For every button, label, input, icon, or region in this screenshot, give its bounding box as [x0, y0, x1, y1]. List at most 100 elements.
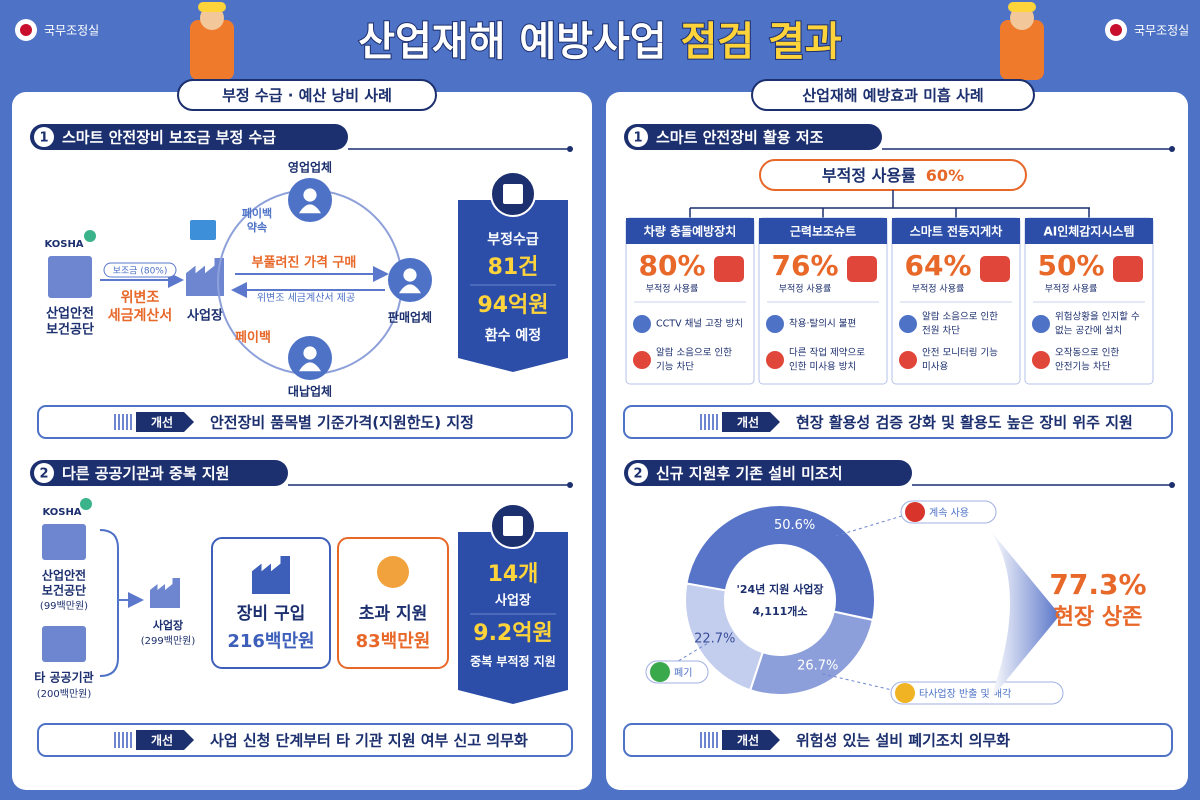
improve-text: 사업 신청 단계부터 타 기관 지원 여부 신고 의무화 — [210, 732, 528, 750]
equipment-icon — [190, 220, 216, 240]
building-icon — [42, 626, 86, 662]
section-header — [30, 124, 348, 150]
section-title: 스마트 안전장비 보조금 부정 수급 — [62, 129, 276, 147]
kosha-logo: KOSHA — [44, 239, 83, 250]
card-header — [626, 218, 754, 244]
reason-text: 알람 소음으로 인한 — [656, 347, 732, 359]
card-rate-label: 부적정 사용률 — [779, 283, 832, 295]
section-title: 신규 지원후 기존 설비 미조치 — [656, 465, 843, 483]
status-icon — [650, 662, 670, 682]
section-rule-dot — [567, 482, 573, 488]
node-amount: (200백만원) — [37, 688, 92, 700]
callout-box — [458, 532, 568, 704]
callout-label: 중복 부적정 지원 — [470, 654, 556, 669]
stripe — [708, 732, 710, 748]
person-icon — [299, 362, 321, 372]
flow-label: 위변조 — [121, 290, 160, 306]
section-rule-dot — [567, 146, 573, 152]
building-icon — [42, 524, 86, 560]
stripe — [122, 414, 124, 430]
big-arrow — [990, 530, 1060, 700]
node-label: 사업장 — [153, 618, 183, 632]
reason-icon — [633, 351, 651, 369]
stripe — [716, 732, 718, 748]
stripe — [712, 414, 714, 430]
section-title: 다른 공공기관과 중복 지원 — [62, 465, 229, 483]
kosha-logo: KOSHA — [42, 507, 81, 518]
equipment-icon — [847, 256, 877, 282]
stripe — [704, 414, 706, 430]
person-icon — [299, 204, 321, 214]
node-label: 판매업체 — [388, 310, 432, 325]
reason-text: 없는 공간에 설치 — [1055, 325, 1122, 337]
improve-tag-label: 개선 — [737, 733, 759, 748]
stripe — [114, 732, 116, 748]
box-label: 장비 구입 — [237, 604, 305, 624]
flow-label: 페이백 — [242, 206, 272, 220]
flow-label: 세금계산서 — [108, 307, 172, 324]
reason-text: 오작동으로 인한 — [1055, 348, 1119, 359]
callout-label: 부정수급 — [487, 231, 539, 248]
section-header — [30, 460, 288, 486]
card-title: AI인체감지시스템 — [1043, 224, 1134, 239]
node-amount: (99백만원) — [40, 600, 88, 612]
stripe — [712, 732, 714, 748]
section-number-badge — [628, 463, 648, 483]
card-title: 근력보조슈트 — [790, 225, 856, 239]
status-icon — [905, 502, 925, 522]
donut-segment — [685, 504, 876, 622]
stripe — [126, 414, 128, 430]
summary-label: 부적정 사용률 — [822, 166, 916, 185]
donut-callout — [890, 681, 1064, 705]
reason-text: CCTV 채널 고장 방치 — [656, 318, 743, 330]
reason-text: 안전기능 차단 — [1055, 361, 1111, 373]
stripe — [704, 732, 706, 748]
reason-icon — [633, 315, 651, 333]
reason-text: 알람 소음으로 인한 — [922, 311, 998, 323]
panel-tab — [177, 79, 437, 111]
node-label: 영업업체 — [288, 160, 332, 175]
reason-text: 미사용 — [922, 362, 948, 373]
donut-value-label: 22.7% — [694, 631, 735, 646]
card-header — [892, 218, 1020, 244]
section-number-badge — [34, 127, 54, 147]
card-rate: 50% — [1037, 249, 1104, 282]
improve-tag-label: 개선 — [151, 415, 173, 430]
improve-tag — [136, 412, 194, 432]
equipment-icon — [1113, 256, 1143, 282]
reason-icon — [766, 315, 784, 333]
callout-value: 9.2억원 — [473, 621, 552, 646]
node-amount: (299백만원) — [141, 635, 196, 647]
logo-emblem — [1110, 24, 1122, 36]
stripe — [130, 732, 132, 748]
section-header — [624, 124, 882, 150]
node-label: 산업안전 — [46, 306, 94, 322]
donut-segment — [748, 610, 875, 696]
callout-label: 환수 예정 — [485, 327, 541, 344]
section-number: 2 — [633, 467, 642, 482]
stripe — [716, 414, 718, 430]
title-main: 산업재해 예방사업 — [358, 19, 666, 65]
flow-label: 페이백 — [235, 330, 271, 346]
reason-text: 전원 차단 — [922, 325, 960, 337]
status-icon — [895, 683, 915, 703]
flow-label: 보조금 (80%) — [113, 266, 168, 277]
logo-text: 국무조정실 — [44, 24, 99, 38]
reason-icon — [1032, 315, 1050, 333]
stripe — [700, 732, 702, 748]
stripe — [126, 732, 128, 748]
node-label: 타 공공기관 — [34, 670, 93, 685]
panel-tab-label: 산업재해 예방효과 미흡 사례 — [802, 87, 983, 105]
result-value: 77.3% — [1049, 568, 1146, 601]
donut-callout-label: 계속 사용 — [929, 507, 969, 519]
flow-label: 약속 — [247, 220, 267, 234]
equipment-icon — [980, 256, 1010, 282]
node-label: 대납업체 — [288, 384, 332, 399]
person-icon — [303, 188, 317, 202]
donut-value-label: 26.7% — [797, 658, 838, 673]
reason-text: 기능 차단 — [656, 361, 694, 373]
person-icon — [399, 284, 421, 294]
factory-icon — [252, 556, 290, 595]
